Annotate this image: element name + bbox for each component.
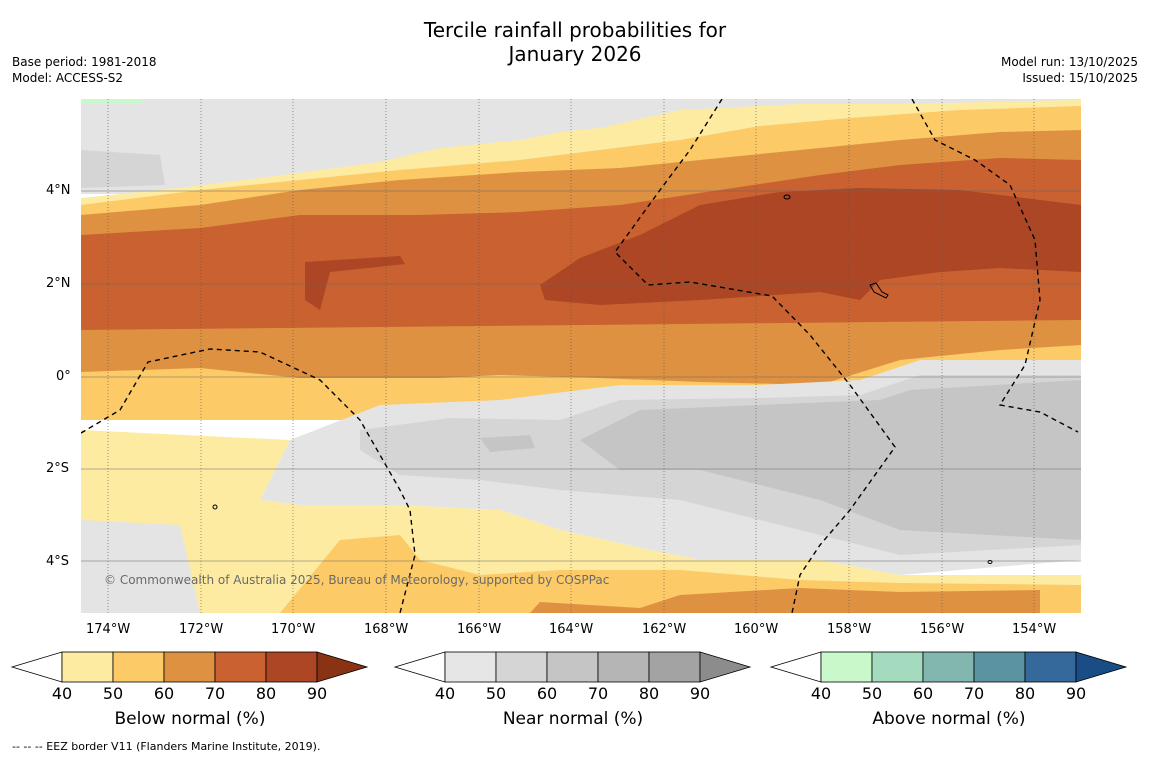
cbar-tick: 90 [1065,684,1087,703]
colorbar-segment [61,651,114,683]
lon-label: 168°W [364,622,409,637]
islands [212,194,993,564]
northwest-green-patch [81,99,141,104]
lon-label: 170°W [271,622,316,637]
cbar-tick: 70 [587,684,609,703]
cbar-tick: 60 [153,684,175,703]
eez-border-central [614,99,896,613]
colorbars [10,651,1128,683]
south-grey-patch [480,435,535,452]
colorbar-segment [648,651,701,683]
island [869,282,889,299]
west-dark-rust-patch [305,256,405,310]
colorbar-extend-low [393,651,446,683]
colorbar-segment [871,651,924,683]
meta-right: Model run: 13/10/2025 Issued: 15/10/2025 [1001,54,1138,86]
colorbar-segment [1024,651,1077,683]
cbar-tick: 60 [912,684,934,703]
model-run: Model run: 13/10/2025 [1000,55,1138,69]
issued-date: Issued: 15/10/2025 [1022,71,1138,85]
equator-orange-band [81,320,1081,372]
eez-border-west [81,348,416,613]
title-line-2: January 2026 [508,42,642,66]
colorbar-segment [820,651,873,683]
eez-borders [81,99,1079,613]
lon-label: 154°W [1012,622,1057,637]
lon-label: 162°W [642,622,687,637]
cbar-tick: 70 [963,684,985,703]
above-normal-label: Above normal (%) [872,709,1026,729]
model-name: Model: ACCESS-S2 [12,71,124,85]
title-line-1: Tercile rainfall probabilities for [423,18,727,42]
south-dark-orange-band [530,588,1040,613]
below-normal-label: Below normal (%) [114,709,266,729]
latitude-gridlines [81,190,1081,562]
cbar-tick: 80 [255,684,277,703]
map-title: Tercile rainfall probabilities for Janua… [0,18,1150,66]
cbar-tick: 60 [536,684,558,703]
cbar-tick: 40 [51,684,73,703]
colorbar-2 [769,651,1128,683]
colorbar-segment [922,651,975,683]
colorbar-extend-high [699,651,752,683]
colorbar-segment [973,651,1026,683]
colorbar-segment [163,651,216,683]
cbar-tick: 40 [434,684,456,703]
central-dark-rust-region [540,188,1081,305]
island [783,194,791,200]
lat-label: 0° [56,369,71,384]
south-mid-grey-region [580,380,1081,540]
colorbar-1 [393,651,752,683]
lon-label: 160°W [734,622,779,637]
lon-label: 156°W [920,622,965,637]
colorbar-extend-low [769,651,822,683]
cbar-tick: 50 [485,684,507,703]
probability-field [81,99,1081,613]
cbar-tick: 80 [1014,684,1036,703]
lon-label: 174°W [86,622,131,637]
copyright-credit: © Commonwealth of Australia 2025, Bureau… [104,573,610,587]
cbar-tick: 40 [810,684,832,703]
cbar-tick: 90 [689,684,711,703]
cbar-tick: 50 [861,684,883,703]
colorbar-segment [444,651,497,683]
meta-left: Base period: 1981-2018 Model: ACCESS-S2 [12,54,157,86]
base-period: Base period: 1981-2018 [12,55,157,69]
colorbar-segment [546,651,599,683]
colorbar-segment [265,651,318,683]
cbar-tick: 50 [102,684,124,703]
colorbar-extend-high [316,651,369,683]
lat-label: 2°N [46,276,71,291]
colorbar-extend-high [1075,651,1128,683]
lat-label: 4°S [46,554,70,569]
lon-label: 164°W [549,622,594,637]
colorbar-segment [495,651,548,683]
eez-footer-note: -- -- -- EEZ border V11 (Flanders Marine… [12,740,321,753]
near-normal-label: Near normal (%) [502,709,644,729]
colorbar-segment [112,651,165,683]
eez-border-east [911,99,1079,433]
lon-label: 172°W [179,622,224,637]
island [987,560,993,564]
colorbar-0 [10,651,369,683]
southwest-grey-patch [81,520,200,613]
island [212,504,218,510]
colorbar-extend-low [10,651,63,683]
cbar-tick: 80 [638,684,660,703]
lon-label: 166°W [457,622,502,637]
colorbar-segment [214,651,267,683]
colorbar-segment [597,651,650,683]
north-grey-patch [81,150,165,188]
cbar-tick: 70 [204,684,226,703]
lat-label: 2°S [46,461,70,476]
lon-label: 158°W [827,622,872,637]
cbar-tick: 90 [306,684,328,703]
lat-label: 4°N [46,183,71,198]
